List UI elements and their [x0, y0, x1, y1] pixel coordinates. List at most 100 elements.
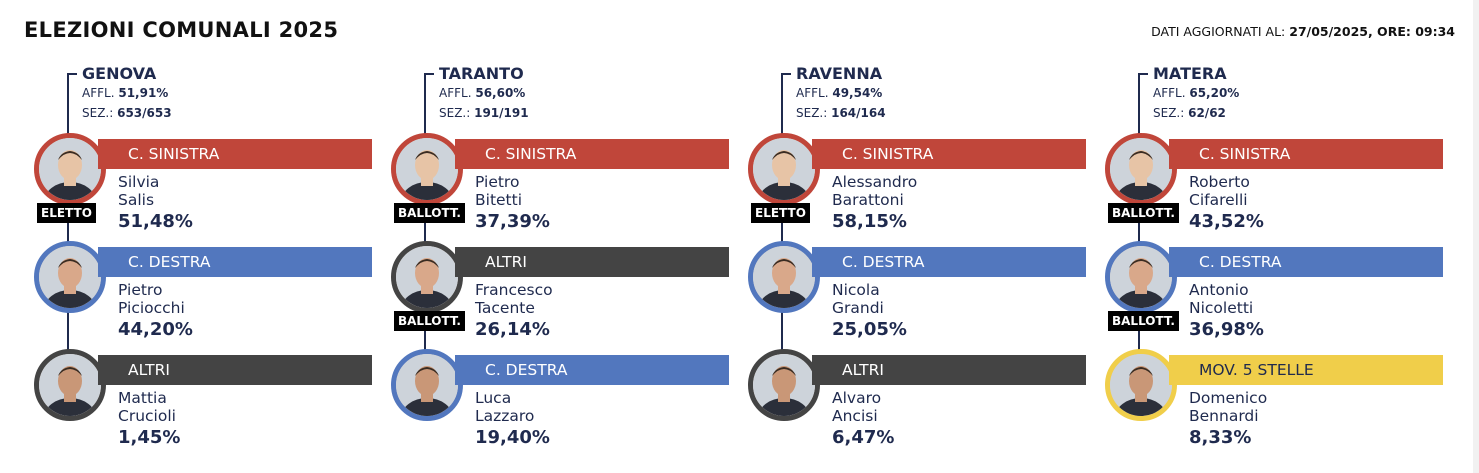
status-badge: BALLOTT.: [394, 203, 465, 223]
status-badge: ELETTO: [751, 203, 810, 223]
candidate-percentage: 58,15%: [832, 211, 907, 232]
sections-value: 653/653: [117, 106, 172, 120]
candidate-card[interactable]: ALTRI Mattia Crucioli 1,45%: [34, 349, 374, 449]
candidate-photo: [748, 241, 820, 313]
candidate-last-name: Barattoni: [832, 191, 904, 209]
candidate-name: Mattia Crucioli: [118, 389, 176, 425]
candidate-percentage: 36,98%: [1189, 319, 1264, 340]
city-name: GENOVA: [82, 64, 157, 83]
sections-label: SEZ.:: [1153, 106, 1185, 120]
timeline-tick: [67, 73, 77, 75]
coalition-bar: ALTRI: [98, 355, 372, 385]
sections-value: 62/62: [1188, 106, 1226, 120]
coalition-bar: MOV. 5 STELLE: [1169, 355, 1443, 385]
candidate-card[interactable]: C. SINISTRA Roberto Cifarelli 43,52% BAL…: [1105, 133, 1445, 233]
timeline-line: [1138, 73, 1140, 408]
candidate-first-name: Pietro: [118, 281, 163, 299]
candidate-last-name: Bennardi: [1189, 407, 1259, 425]
turnout-value: 56,60%: [475, 86, 526, 100]
candidate-last-name: Lazzaro: [475, 407, 535, 425]
coalition-bar: ALTRI: [812, 355, 1086, 385]
turnout-value: 51,91%: [118, 86, 169, 100]
candidate-percentage: 26,14%: [475, 319, 550, 340]
turnout: AFFL. 49,54%: [796, 86, 882, 100]
turnout: AFFL. 56,60%: [439, 86, 525, 100]
timeline-tick: [1138, 73, 1148, 75]
candidate-last-name: Ancisi: [832, 407, 878, 425]
candidate-last-name: Bitetti: [475, 191, 523, 209]
sections: SEZ.: 653/653: [82, 106, 172, 120]
candidate-first-name: Mattia: [118, 389, 167, 407]
candidate-percentage: 1,45%: [118, 427, 181, 448]
city-column-ravenna: RAVENNA AFFL. 49,54% SEZ.: 164/164: [748, 60, 1088, 460]
candidate-card[interactable]: ALTRI Francesco Tacente 26,14% BALLOTT.: [391, 241, 731, 341]
timeline-line: [424, 73, 426, 408]
city-name: RAVENNA: [796, 64, 883, 83]
candidate-last-name: Nicoletti: [1189, 299, 1254, 317]
candidate-card[interactable]: C. DESTRA Antonio Nicoletti 36,98% BALLO…: [1105, 241, 1445, 341]
candidate-percentage: 43,52%: [1189, 211, 1264, 232]
candidate-name: Antonio Nicoletti: [1189, 281, 1253, 317]
candidate-first-name: Francesco: [475, 281, 553, 299]
candidate-name: Pietro Bitetti: [475, 173, 522, 209]
candidate-first-name: Alessandro: [832, 173, 918, 191]
candidate-percentage: 51,48%: [118, 211, 193, 232]
status-badge: BALLOTT.: [394, 311, 465, 331]
sections-value: 191/191: [474, 106, 529, 120]
status-badge: BALLOTT.: [1108, 203, 1179, 223]
coalition-bar: C. SINISTRA: [98, 139, 372, 169]
candidate-photo: [1105, 133, 1177, 205]
candidate-card[interactable]: C. SINISTRA Alessandro Barattoni 58,15% …: [748, 133, 1088, 233]
turnout-label: AFFL.: [1153, 86, 1186, 100]
candidate-photo: [391, 133, 463, 205]
coalition-bar: C. DESTRA: [812, 247, 1086, 277]
status-badge: BALLOTT.: [1108, 311, 1179, 331]
candidate-first-name: Alvaro: [832, 389, 882, 407]
sections-value: 164/164: [831, 106, 886, 120]
coalition-bar: ALTRI: [455, 247, 729, 277]
candidate-first-name: Luca: [475, 389, 512, 407]
timeline-tick: [424, 73, 434, 75]
candidate-card[interactable]: C. SINISTRA Silvia Salis 51,48% ELETTO: [34, 133, 374, 233]
scrollbar[interactable]: [1473, 0, 1479, 473]
turnout-label: AFFL.: [796, 86, 829, 100]
candidate-name: Alessandro Barattoni: [832, 173, 917, 209]
candidate-percentage: 44,20%: [118, 319, 193, 340]
candidate-percentage: 6,47%: [832, 427, 895, 448]
candidate-photo: [1105, 349, 1177, 421]
candidate-first-name: Nicola: [832, 281, 880, 299]
candidate-name: Pietro Piciocchi: [118, 281, 185, 317]
candidate-percentage: 19,40%: [475, 427, 550, 448]
candidate-name: Roberto Cifarelli: [1189, 173, 1250, 209]
candidate-name: Silvia Salis: [118, 173, 159, 209]
candidate-card[interactable]: C. SINISTRA Pietro Bitetti 37,39% BALLOT…: [391, 133, 731, 233]
candidate-photo: [748, 133, 820, 205]
coalition-bar: C. DESTRA: [98, 247, 372, 277]
city-name: TARANTO: [439, 64, 524, 83]
candidate-card[interactable]: C. DESTRA Luca Lazzaro 19,40%: [391, 349, 731, 449]
candidate-last-name: Salis: [118, 191, 155, 209]
candidate-first-name: Domenico: [1189, 389, 1268, 407]
candidate-last-name: Piciocchi: [118, 299, 185, 317]
candidate-name: Domenico Bennardi: [1189, 389, 1267, 425]
candidate-card[interactable]: C. DESTRA Nicola Grandi 25,05%: [748, 241, 1088, 341]
candidate-card[interactable]: MOV. 5 STELLE Domenico Bennardi 8,33%: [1105, 349, 1445, 449]
sections: SEZ.: 191/191: [439, 106, 529, 120]
sections-label: SEZ.:: [796, 106, 828, 120]
candidate-name: Francesco Tacente: [475, 281, 553, 317]
update-timestamp: DATI AGGIORNATI AL: 27/05/2025, ORE: 09:…: [1151, 24, 1455, 39]
candidate-card[interactable]: C. DESTRA Pietro Piciocchi 44,20%: [34, 241, 374, 341]
sections: SEZ.: 164/164: [796, 106, 886, 120]
candidate-photo: [34, 241, 106, 313]
timeline-tick: [781, 73, 791, 75]
candidate-photo: [1105, 241, 1177, 313]
coalition-bar: C. SINISTRA: [455, 139, 729, 169]
candidate-photo: [391, 241, 463, 313]
candidate-card[interactable]: ALTRI Alvaro Ancisi 6,47%: [748, 349, 1088, 449]
turnout-label: AFFL.: [82, 86, 115, 100]
candidate-percentage: 8,33%: [1189, 427, 1252, 448]
turnout: AFFL. 65,20%: [1153, 86, 1239, 100]
candidate-last-name: Grandi: [832, 299, 884, 317]
timeline-line: [781, 73, 783, 408]
candidate-name: Alvaro Ancisi: [832, 389, 881, 425]
